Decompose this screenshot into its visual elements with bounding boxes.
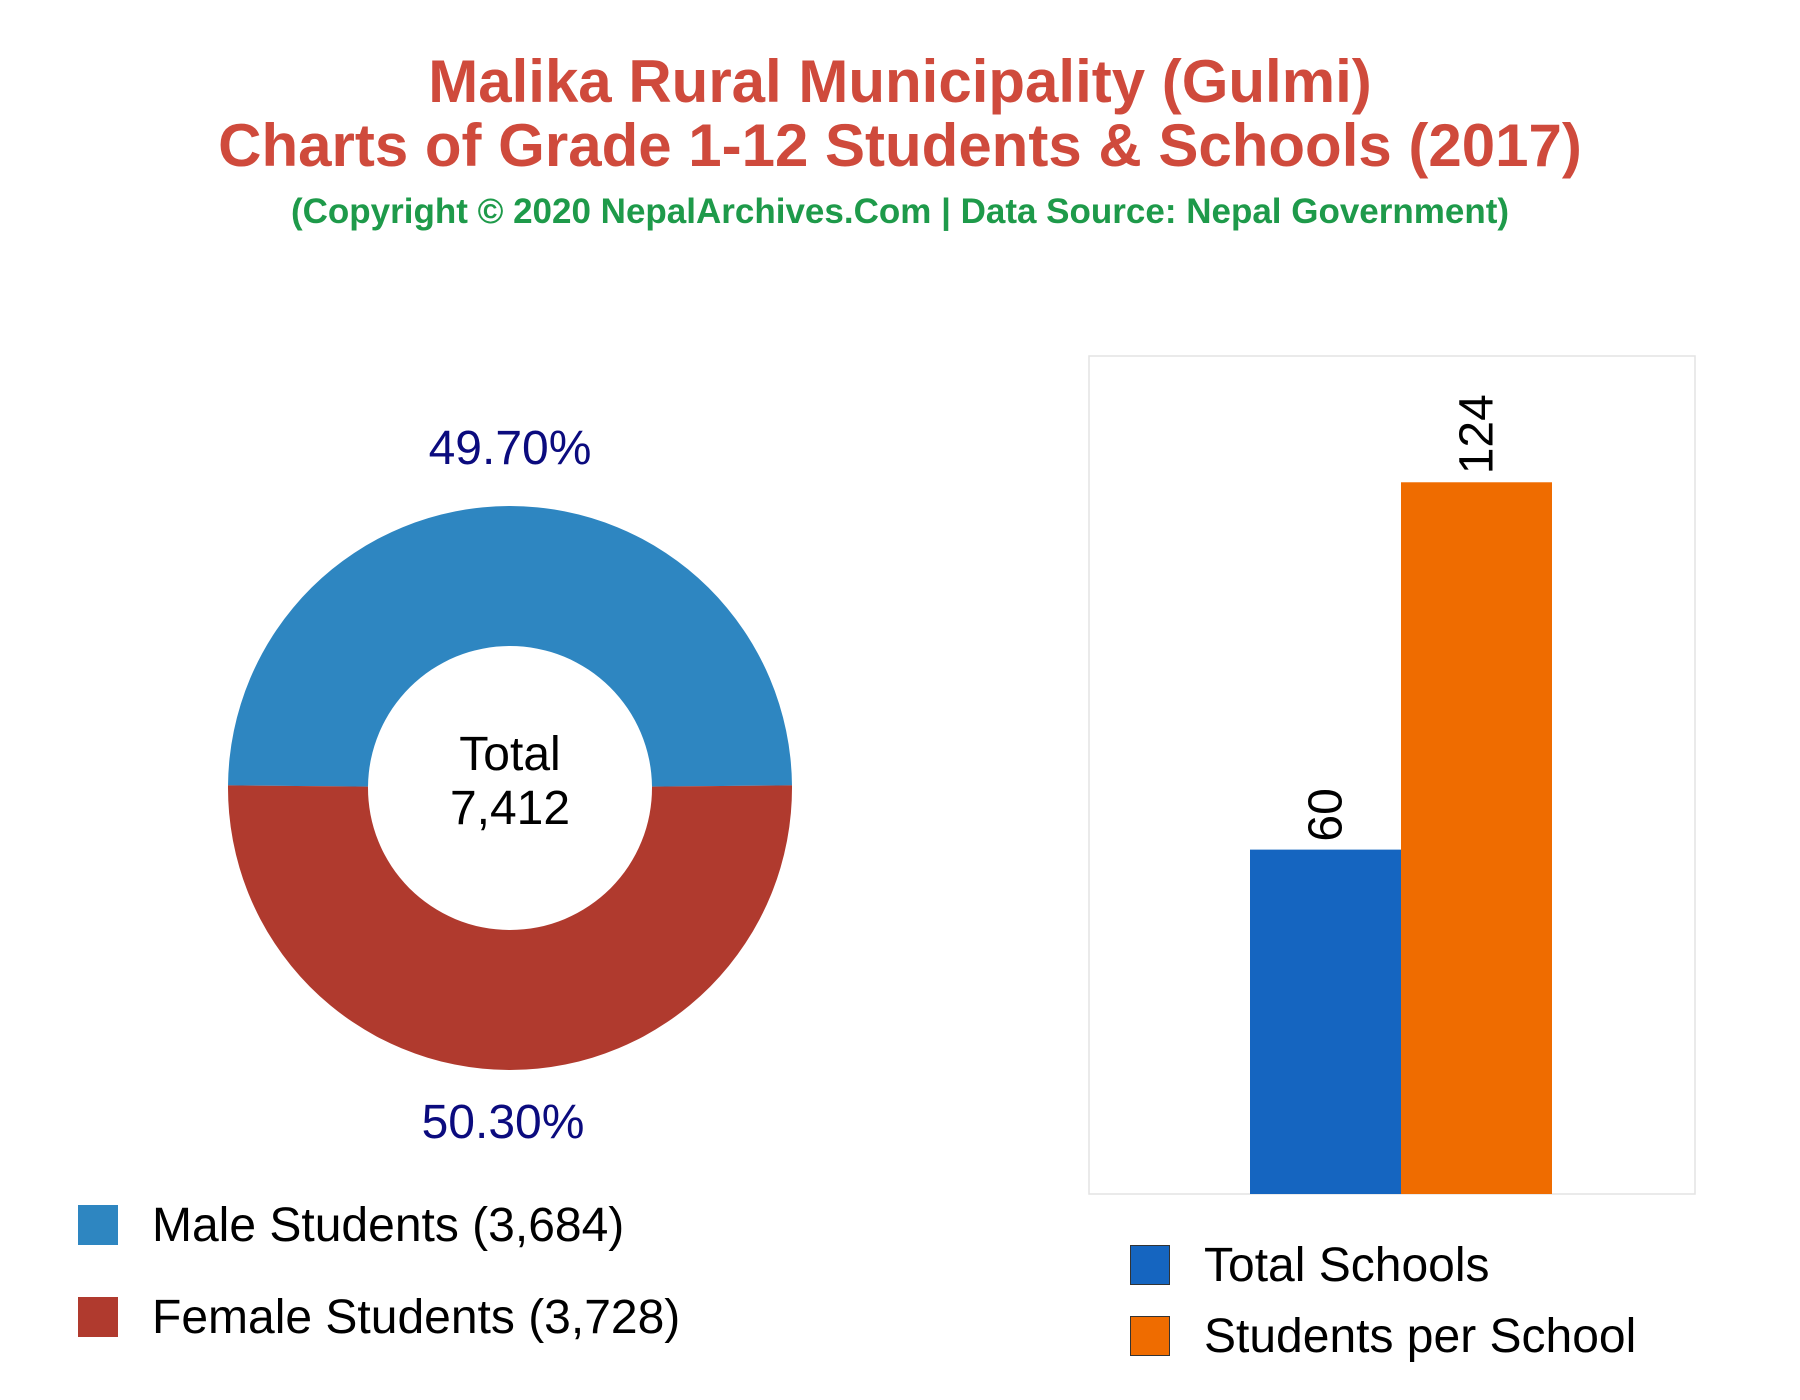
legend-label-total-schools: Total Schools	[1204, 1238, 1490, 1292]
bar-legend: Total Schools Students per School	[1130, 1235, 1636, 1377]
donut-center-label: Total	[459, 728, 560, 781]
bar-marks: 60 124	[1250, 394, 1552, 1194]
chart-title-line-1: Malika Rural Municipality (Gulmi)	[428, 48, 1372, 115]
legend-item-female: Female Students (3,728)	[78, 1287, 680, 1347]
bar-value-label-total-schools: 60	[1300, 788, 1353, 841]
male-percent-label: 49.70%	[429, 422, 592, 475]
chart-title-block: Malika Rural Municipality (Gulmi) Charts…	[0, 50, 1800, 234]
legend-swatch-male	[78, 1205, 118, 1245]
legend-item-male: Male Students (3,684)	[78, 1195, 680, 1255]
legend-item-students-per-school: Students per School	[1130, 1306, 1636, 1366]
donut-slice-female	[228, 785, 793, 1070]
bar-value-label-students-per-school: 124	[1451, 394, 1504, 474]
donut-chart: 49.70% 50.30% Total 7,412	[228, 422, 793, 1149]
legend-swatch-total-schools	[1130, 1245, 1170, 1285]
donut-slice-male	[228, 505, 792, 787]
bar-students-per-school	[1401, 482, 1552, 1194]
legend-item-total-schools: Total Schools	[1130, 1235, 1636, 1295]
legend-label-students-per-school: Students per School	[1204, 1309, 1637, 1363]
legend-label-female: Female Students (3,728)	[152, 1290, 681, 1344]
chart-subtitle: (Copyright © 2020 NepalArchives.Com | Da…	[290, 192, 1510, 231]
bar-chart: 60 124	[1088, 355, 1696, 1195]
donut-slices	[228, 505, 793, 1070]
legend-label-male: Male Students (3,684)	[152, 1198, 625, 1252]
legend-swatch-students-per-school	[1130, 1316, 1170, 1356]
donut-legend: Male Students (3,684) Female Students (3…	[78, 1195, 680, 1379]
chart-title-line-2: Charts of Grade 1-12 Students & Schools …	[218, 112, 1582, 179]
female-percent-label: 50.30%	[422, 1096, 585, 1149]
legend-swatch-female	[78, 1297, 118, 1337]
bar-total-schools	[1250, 849, 1401, 1194]
donut-center-value: 7,412	[450, 782, 570, 835]
